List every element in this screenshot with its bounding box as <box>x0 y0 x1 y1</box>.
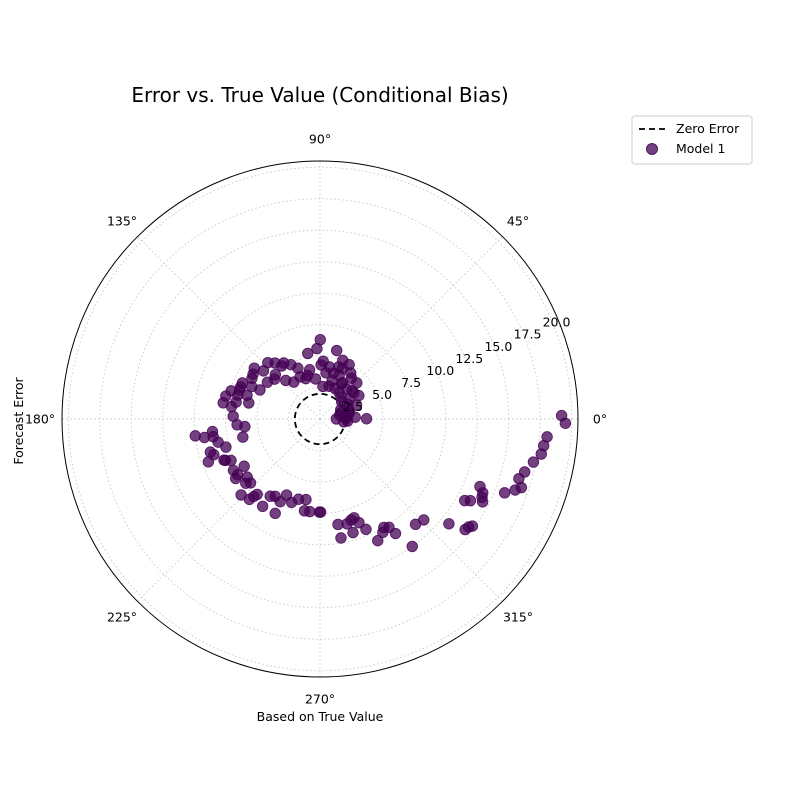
model-1-point <box>348 387 360 399</box>
model-1-point <box>347 526 359 539</box>
model-1-point <box>459 523 471 536</box>
model-1-point <box>327 367 340 379</box>
model-1-point <box>476 496 489 508</box>
model-1-point <box>302 347 314 360</box>
r-tick-label: 20.0 <box>543 315 571 330</box>
model-1-point <box>254 384 266 396</box>
r-tick-label: 7.5 <box>401 375 421 390</box>
model-1-point <box>527 456 540 468</box>
legend-frame <box>631 115 753 165</box>
model-1-point <box>332 518 344 531</box>
r-tick-label: 17.5 <box>514 327 542 342</box>
model-1-point <box>313 506 326 518</box>
model-1-point <box>509 484 521 496</box>
theta-tick-label: 0° <box>593 412 607 427</box>
model-1-point <box>309 373 322 385</box>
model-1-point <box>443 518 455 530</box>
model-1-point <box>341 415 354 427</box>
theta-tick-label: 315° <box>503 610 533 625</box>
model-1-point <box>206 425 219 438</box>
r-tick-label: 10.0 <box>426 363 454 378</box>
r-tick-labels: 2.5 5.0 7.5 10.012.515.017.520.0 <box>343 315 570 414</box>
theta-gridline-5 <box>137 418 321 602</box>
x-axis-label: Based on True Value <box>257 709 384 724</box>
model-1-point <box>292 362 304 374</box>
model-1-point <box>336 377 349 389</box>
r-tick-label: 15.0 <box>484 339 512 354</box>
model-1-point <box>256 500 269 513</box>
model-1-point <box>227 410 239 422</box>
model-1-point <box>372 534 384 547</box>
theta-tick-label: 135° <box>107 214 137 229</box>
theta-gridline-1 <box>319 236 503 420</box>
model-1-point <box>336 362 349 375</box>
r-gridline-3 <box>193 292 447 546</box>
chart-title: Error vs. True Value (Conditional Bias) <box>131 83 508 107</box>
model-1-point <box>360 413 373 425</box>
model-1-point <box>459 494 471 507</box>
y-axis-label: Forecast Error <box>11 376 26 464</box>
model-1-point <box>498 487 511 499</box>
legend-zero-error-label: Zero Error <box>676 121 740 136</box>
legend-model-1-label: Model 1 <box>676 141 725 156</box>
model-1-point <box>204 446 217 458</box>
model-1-point <box>335 532 347 544</box>
model-1-point <box>236 377 249 389</box>
model-1-point <box>315 359 327 371</box>
model-1-point <box>559 417 572 429</box>
r-tick-label: 12.5 <box>455 351 483 366</box>
r-gridline-7 <box>67 166 573 672</box>
model-1-point <box>377 526 389 539</box>
model-1-point <box>330 344 343 357</box>
theta-gridline-3 <box>137 236 321 420</box>
r-gridline-1 <box>256 355 384 483</box>
model-1-point <box>227 464 240 477</box>
theta-tick-label: 270° <box>305 692 335 707</box>
model-1-point <box>237 431 249 443</box>
model-1-point <box>535 448 547 460</box>
model-1-point <box>269 507 281 520</box>
model-1-point <box>264 490 276 502</box>
model-1-points <box>189 334 572 553</box>
model-1-point <box>342 403 355 416</box>
model-1-point <box>303 364 316 376</box>
legend-model-1-swatch <box>646 143 658 155</box>
theta-tick-labels: 0° 45° 90° 135° 180° 225° 270° 315° <box>25 132 607 707</box>
model-1-point <box>409 518 422 531</box>
model-1-point <box>360 523 372 536</box>
model-1-point <box>298 505 311 517</box>
model-1-point <box>334 409 346 421</box>
theta-tick-label: 45° <box>507 214 529 229</box>
model-1-point <box>235 489 247 501</box>
theta-tick-label: 225° <box>107 610 137 625</box>
r-tick-label: 5.0 <box>372 387 392 402</box>
model-1-point <box>314 334 326 346</box>
model-1-point <box>406 540 418 553</box>
legend: Zero Error Model 1 <box>631 115 753 165</box>
theta-tick-label: 90° <box>309 132 331 147</box>
theta-gridline-7 <box>319 418 503 602</box>
model-1-point <box>238 460 250 472</box>
model-1-point <box>189 430 201 442</box>
model-1-point <box>218 454 230 466</box>
model-1-point <box>241 471 253 483</box>
theta-tick-label: 180° <box>25 412 55 427</box>
model-1-point <box>269 368 282 381</box>
polar-spine <box>61 160 579 678</box>
r-tick-label: 2.5 <box>343 399 363 414</box>
polar-grid <box>62 161 578 677</box>
